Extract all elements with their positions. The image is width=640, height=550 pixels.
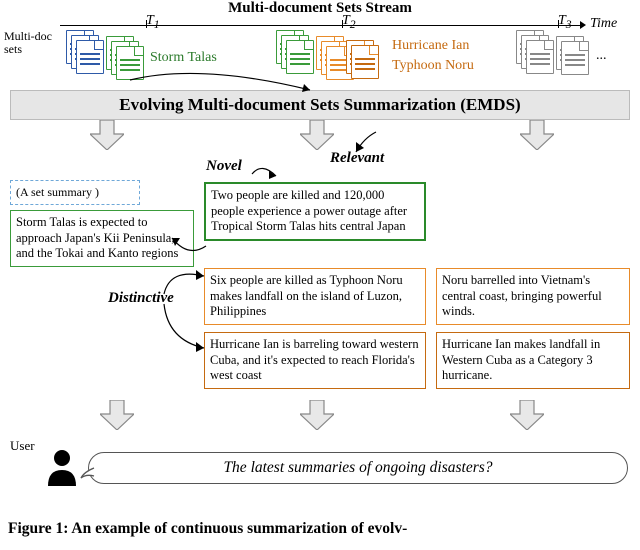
topic-ian-t2: Hurricane Ian <box>392 38 469 54</box>
ian-t2-box: Hurricane Ian is barreling toward wester… <box>204 332 426 389</box>
talas-t2-box: Two people are killed and 120,000 people… <box>204 182 426 241</box>
down-arrow-t2 <box>300 120 334 150</box>
t3-marker: T3 <box>558 13 572 31</box>
noru-t3-box: Noru barrelled into Vietnam's central co… <box>436 268 630 325</box>
t3-tick <box>558 20 559 28</box>
emds-bar: Evolving Multi-document Sets Summarizati… <box>10 90 630 120</box>
down-arrow-user-3 <box>510 400 544 430</box>
down-arrow-t1 <box>90 120 124 150</box>
noru-t2-box: Six people are killed as Typhoon Noru ma… <box>204 268 426 325</box>
user-label: User <box>10 438 35 454</box>
time-axis <box>60 25 580 26</box>
down-arrow-t3 <box>520 120 554 150</box>
down-arrow-user-1 <box>100 400 134 430</box>
down-arrow-user-2 <box>300 400 334 430</box>
user-icon <box>44 448 80 488</box>
ellipsis-t3: ... <box>596 48 607 64</box>
distinctive-arrow-1 <box>160 258 210 303</box>
time-arrow-head <box>580 21 586 29</box>
time-label: Time <box>590 16 617 32</box>
figure-caption: Figure 1: An example of continuous summa… <box>8 520 407 538</box>
aset-summary-box: (A set summary ) <box>10 180 140 205</box>
t1-marker: T1 <box>146 13 160 31</box>
mds-label: Multi-docsets <box>4 30 52 56</box>
topic-talas-t1: Storm Talas <box>150 50 217 66</box>
bubble-tail <box>80 464 96 485</box>
ian-t3-box: Hurricane Ian makes landfall in Western … <box>436 332 630 389</box>
distinctive-arrow-2 <box>160 300 210 365</box>
t2-tick <box>342 20 343 28</box>
user-question: The latest summaries of ongoing disaster… <box>88 452 628 484</box>
t1-tick <box>146 20 147 28</box>
t2-marker: T2 <box>342 13 356 31</box>
relevant-arrow <box>350 130 380 159</box>
topic-noru-t2: Typhoon Noru <box>392 58 474 74</box>
stream-title: Multi-document Sets Stream <box>190 0 450 17</box>
curve-t1-to-bar <box>120 68 320 103</box>
novel-label: Novel <box>206 158 242 175</box>
